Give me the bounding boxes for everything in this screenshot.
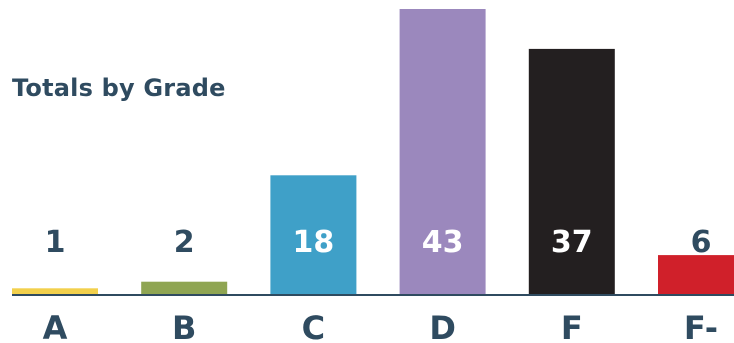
- value-label: 2: [174, 225, 195, 260]
- bar-f-minus: [658, 255, 734, 295]
- value-label: 1: [45, 225, 66, 260]
- category-label: B: [172, 309, 196, 343]
- value-labels-layer: 1 2 18 43 37 6: [45, 225, 712, 260]
- value-label: 37: [551, 225, 593, 260]
- category-label: D: [429, 309, 456, 343]
- category-label: C: [302, 309, 325, 343]
- category-label: F: [561, 309, 583, 343]
- category-label: F-: [684, 309, 718, 343]
- bar-f: [528, 48, 615, 296]
- bar-d: [399, 9, 486, 295]
- category-label: A: [43, 309, 68, 343]
- bar-c: [270, 175, 357, 295]
- bar-a: [12, 288, 98, 295]
- value-label: 6: [691, 225, 712, 260]
- value-label: 18: [293, 225, 335, 260]
- chart-title: Totals by Grade: [12, 74, 226, 102]
- bar-b: [141, 281, 228, 295]
- value-label: 43: [422, 225, 464, 260]
- bars-layer: [12, 9, 734, 296]
- category-labels-layer: A B C D F F-: [43, 309, 718, 343]
